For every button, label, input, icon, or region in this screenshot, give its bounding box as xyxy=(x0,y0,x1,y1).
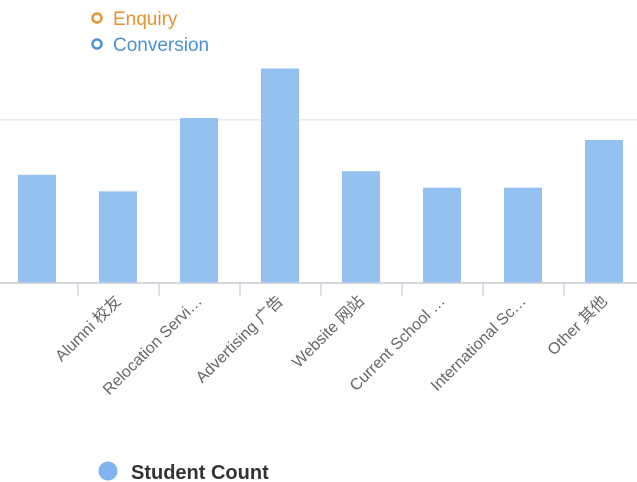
bar-6 xyxy=(504,187,542,283)
conversion-marker-icon xyxy=(91,38,103,50)
x-tick-label: Other 其他 xyxy=(544,292,611,359)
bar-1 xyxy=(99,191,137,283)
x-tick-label: Website 网站 xyxy=(289,292,368,371)
enquiry-label: Enquiry xyxy=(113,9,178,30)
bar-4 xyxy=(342,171,380,283)
conversion-label: Conversion xyxy=(113,35,209,56)
student-count-marker-icon xyxy=(98,461,118,481)
bottom-legend[interactable]: Student Count xyxy=(98,461,270,482)
x-tick-label: Alumni 校友 xyxy=(52,292,125,365)
bar-3 xyxy=(261,68,299,283)
bar-7 xyxy=(585,140,623,283)
bar-0 xyxy=(18,174,56,283)
enquiry-marker-icon xyxy=(91,12,103,24)
legend-item-conversion[interactable]: Conversion xyxy=(91,35,210,56)
top-legend: Enquiry Conversion xyxy=(91,9,210,56)
bar-5 xyxy=(423,187,461,283)
x-tick-label: Advertising 广告 xyxy=(192,292,286,386)
legend-item-enquiry[interactable]: Enquiry xyxy=(91,9,178,30)
bar-2 xyxy=(180,118,218,283)
student-count-label: Student Count xyxy=(131,462,269,482)
